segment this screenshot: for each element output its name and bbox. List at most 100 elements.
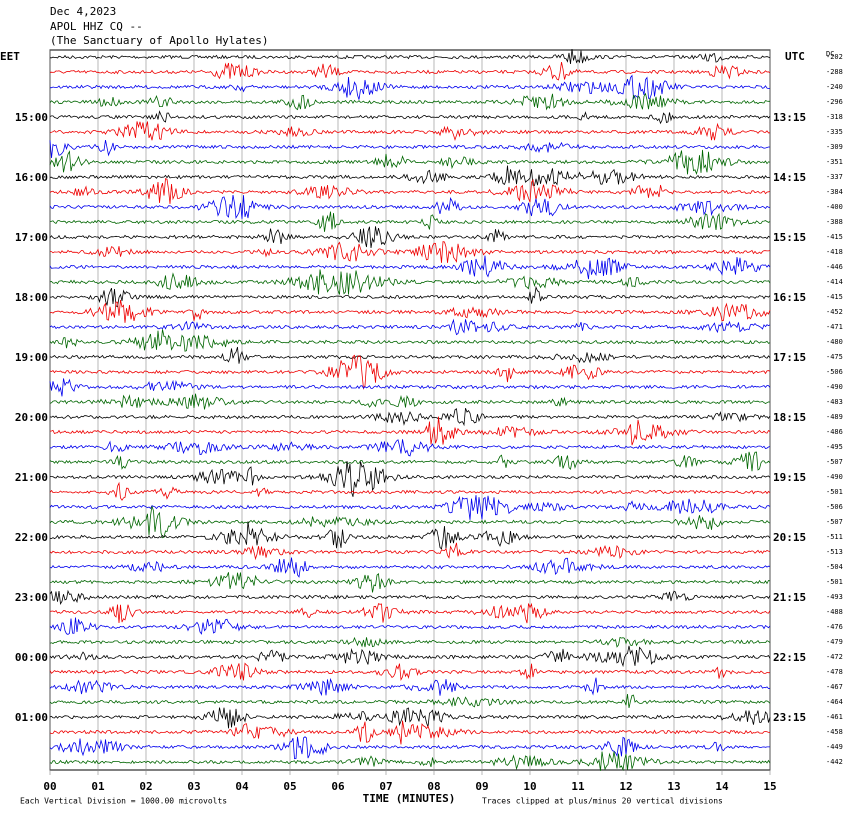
dc-value: -507 xyxy=(826,518,843,526)
dc-value: -489 xyxy=(826,413,843,421)
dc-value: -318 xyxy=(826,113,843,121)
dc-value: -476 xyxy=(826,623,843,631)
trace xyxy=(49,92,770,111)
dc-value: -478 xyxy=(826,668,843,676)
dc-value: -240 xyxy=(826,83,843,91)
local-time-label: 22:00 xyxy=(15,531,48,544)
local-time-label: 23:00 xyxy=(15,591,48,604)
trace xyxy=(49,694,771,708)
x-tick-label: 10 xyxy=(523,780,536,793)
utc-time-label: 21:15 xyxy=(773,591,806,604)
trace xyxy=(49,481,771,501)
dc-value: -506 xyxy=(826,503,843,511)
dc-value: -511 xyxy=(826,533,843,541)
local-time-label: 00:00 xyxy=(15,651,48,664)
dc-value: -202 xyxy=(826,53,843,61)
utc-time-label: 19:15 xyxy=(773,471,806,484)
trace xyxy=(49,318,771,336)
x-tick-label: 12 xyxy=(619,780,632,793)
trace xyxy=(49,707,771,729)
dc-value: -513 xyxy=(826,548,843,556)
trace xyxy=(49,506,771,539)
x-tick-label: 00 xyxy=(43,780,56,793)
x-tick-label: 14 xyxy=(715,780,729,793)
site: (The Sanctuary of Apollo Hylates) xyxy=(50,34,269,47)
dc-value: -495 xyxy=(826,443,843,451)
dc-value: -490 xyxy=(826,383,843,391)
trace xyxy=(49,121,771,141)
x-axis-title: TIME (MINUTES) xyxy=(363,792,456,805)
dc-value: -493 xyxy=(826,593,843,601)
trace xyxy=(49,299,771,323)
trace xyxy=(49,572,771,593)
station: APOL HHZ CQ -- xyxy=(50,20,143,33)
local-time-label: 16:00 xyxy=(15,171,48,184)
dc-value: -288 xyxy=(826,68,843,76)
trace xyxy=(49,416,771,446)
dc-value: -452 xyxy=(826,308,843,316)
x-tick-label: 08 xyxy=(427,780,440,793)
trace xyxy=(49,241,771,263)
local-time-label: 01:00 xyxy=(15,711,48,724)
dc-value: -415 xyxy=(826,233,843,241)
dc-value: -501 xyxy=(826,488,843,496)
trace xyxy=(49,269,771,295)
dc-value: -464 xyxy=(826,698,843,706)
utc-time-label: 18:15 xyxy=(773,411,806,424)
trace xyxy=(49,662,770,682)
dc-value: -488 xyxy=(826,608,843,616)
trace xyxy=(49,720,771,745)
x-tick-label: 02 xyxy=(139,780,152,793)
trace xyxy=(49,393,771,410)
trace xyxy=(49,495,771,520)
dc-value: -418 xyxy=(826,248,843,256)
trace xyxy=(49,226,771,249)
trace xyxy=(49,557,771,578)
trace xyxy=(49,285,771,308)
trace xyxy=(49,439,771,457)
trace xyxy=(49,677,771,697)
x-tick-label: 15 xyxy=(763,780,776,793)
utc-time-label: 16:15 xyxy=(773,291,806,304)
trace xyxy=(49,636,771,648)
local-time-label: 21:00 xyxy=(15,471,48,484)
trace xyxy=(49,149,771,175)
trace xyxy=(49,589,771,606)
dc-value: -480 xyxy=(826,338,843,346)
dc-value: -472 xyxy=(826,653,843,661)
dc-value: -309 xyxy=(826,143,843,151)
dc-value: -483 xyxy=(826,398,843,406)
trace xyxy=(49,177,771,204)
x-tick-label: 13 xyxy=(667,780,680,793)
trace xyxy=(49,451,771,472)
clip-note: Traces clipped at plus/minus 20 vertical… xyxy=(482,797,723,806)
trace xyxy=(49,165,771,186)
dc-value: -335 xyxy=(826,128,843,136)
dc-value: -384 xyxy=(826,188,843,196)
trace xyxy=(49,542,771,561)
trace xyxy=(49,354,771,390)
trace xyxy=(49,140,770,159)
trace xyxy=(49,460,771,497)
local-time-label: 17:00 xyxy=(15,231,48,244)
dc-value: -490 xyxy=(826,473,843,481)
trace xyxy=(49,329,771,352)
trace xyxy=(49,602,771,624)
dc-value: -446 xyxy=(826,263,843,271)
dc-value: -442 xyxy=(826,758,843,766)
dc-value: -504 xyxy=(826,563,843,571)
trace xyxy=(49,195,771,220)
x-tick-label: 03 xyxy=(187,780,200,793)
x-tick-label: 07 xyxy=(379,780,392,793)
dc-value: -461 xyxy=(826,713,843,721)
dc-header: DC xyxy=(826,50,834,58)
local-time-label: 15:00 xyxy=(15,111,48,124)
trace xyxy=(49,408,771,427)
x-tick-label: 05 xyxy=(283,780,296,793)
trace xyxy=(49,62,771,81)
trace xyxy=(49,617,771,635)
dc-value: -475 xyxy=(826,353,843,361)
date: Dec 4,2023 xyxy=(50,5,116,18)
